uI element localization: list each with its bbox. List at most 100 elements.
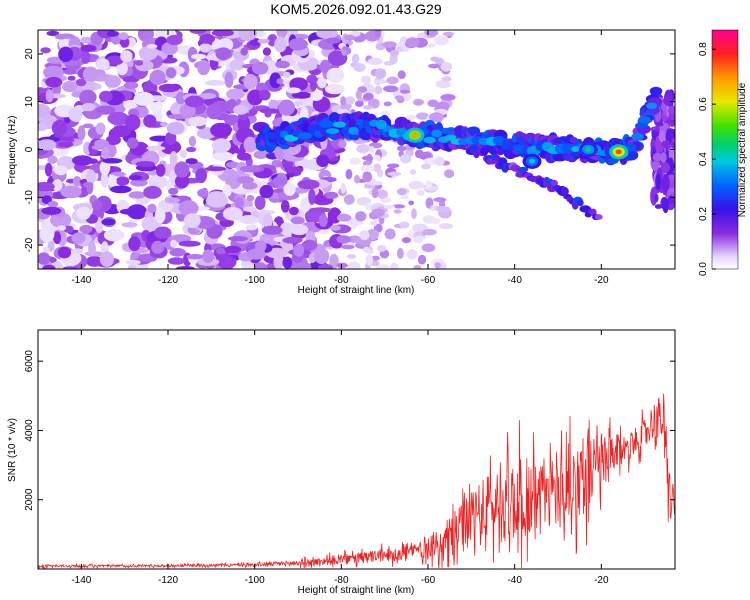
spectrogram-blob	[660, 152, 667, 163]
spectrogram-blob	[146, 145, 166, 151]
spectrogram-blob	[440, 94, 456, 101]
spectrogram-blob	[158, 83, 180, 93]
spectrogram-blob	[355, 90, 362, 100]
spectrogram-blob	[653, 152, 662, 162]
spectrogram-blob	[130, 179, 148, 187]
spectrogram-blob	[91, 145, 105, 150]
spectrogram-blob	[185, 146, 197, 153]
spectrogram-blob	[662, 174, 670, 192]
spectrogram-blob	[325, 191, 339, 199]
spectrogram-blob	[154, 226, 172, 239]
spectrogram-blob	[423, 157, 439, 165]
x-tick-label: -60	[421, 275, 436, 286]
spectrogram-blob	[189, 30, 207, 34]
spectrogram-blob	[594, 214, 603, 220]
spectrogram-blob	[286, 87, 301, 94]
spectrogram-blob	[167, 257, 186, 265]
spectrogram-blob	[413, 236, 423, 244]
spectrogram-blob	[383, 85, 399, 93]
spectrogram-blob	[359, 164, 375, 172]
spectrogram-blob	[577, 199, 584, 207]
spectrogram-blob	[294, 100, 303, 107]
spectrogram-blob	[373, 163, 382, 173]
spectrogram-blob	[513, 144, 527, 154]
spectrogram-blob	[254, 262, 268, 269]
spectrogram-blob	[186, 254, 204, 260]
spectrogram-blob	[240, 47, 248, 56]
spectrogram-blob	[119, 208, 142, 215]
spectrogram-blob	[406, 249, 418, 260]
spectrogram-blob	[96, 58, 110, 71]
spectrogram-blob	[224, 71, 234, 88]
spectrogram-blob	[80, 36, 93, 44]
spectrogram-blob	[195, 167, 207, 184]
spectrogram-blob	[51, 119, 67, 137]
spectrogram-blob	[336, 235, 352, 244]
x-tick-label: -40	[507, 575, 522, 586]
spectrogram-blob	[397, 70, 406, 80]
spectrogram-blob	[233, 104, 249, 115]
x-tick-label: -140	[71, 575, 91, 586]
spectrogram-blob	[336, 262, 348, 269]
spectrogram-blob	[138, 46, 158, 61]
spectrogram-blob	[82, 66, 99, 82]
spectrogram-blob	[668, 174, 675, 180]
spectrogram-blob	[127, 264, 137, 269]
spectrogram-blob	[363, 92, 374, 101]
spectrogram-blob	[297, 179, 320, 190]
x-tick-label: -20	[594, 575, 609, 586]
spectrogram-blob	[346, 254, 357, 259]
spectrogram-blob	[184, 95, 205, 108]
spectrogram-blob	[41, 206, 62, 215]
spectrogram-blob	[422, 229, 437, 236]
spectrogram-blob	[175, 266, 195, 269]
spectrogram-blob	[374, 85, 383, 95]
spectrogram-blob	[198, 93, 217, 100]
spectrogram-blob	[99, 251, 114, 267]
spectrogram-blob	[355, 211, 367, 222]
spectrogram-blob	[264, 110, 272, 118]
snr-frame	[37, 329, 676, 570]
spectrogram-blob	[227, 236, 249, 242]
spectrogram-blob	[225, 173, 242, 190]
spectrogram-blob	[380, 110, 390, 116]
spectrogram-blob	[390, 49, 399, 57]
spectrogram-blob	[133, 91, 155, 107]
spectrogram-blob	[199, 43, 212, 53]
spectrogram-blob	[215, 47, 232, 61]
spectrogram-blob	[222, 184, 232, 197]
spectrogram-blob	[178, 240, 201, 247]
spectrogram-blob	[441, 76, 452, 82]
spectrogram-blob	[431, 218, 441, 225]
spectrogram-blob	[290, 216, 305, 225]
spectrogram-blob	[105, 55, 124, 66]
spectrogram-blob	[125, 114, 141, 131]
spectrogram-blob	[660, 162, 671, 174]
spectrogram-blob	[160, 121, 168, 127]
spectrogram-blob	[280, 200, 290, 213]
spectrogram-blob	[387, 171, 402, 176]
spectrogram-blob	[434, 262, 441, 269]
spectrogram-blob	[245, 224, 258, 231]
spectrogram-blob	[318, 119, 333, 128]
spectrogram-blob	[88, 240, 96, 256]
spectrogram-blob	[44, 162, 53, 177]
spectrogram-blob	[654, 125, 660, 133]
spectrogram-blob	[161, 41, 178, 56]
spectrogram-blob	[444, 169, 455, 179]
spectrogram-blob	[262, 213, 273, 229]
spectrogram-blob	[204, 79, 226, 86]
spectrogram-blob	[386, 76, 399, 85]
spectrogram-blob	[383, 204, 396, 209]
spectrogram-blob	[283, 182, 296, 196]
spectrogram-blob	[397, 145, 407, 152]
spectrogram-blob	[423, 136, 436, 144]
spectrogram-blob	[345, 169, 353, 180]
spectrogram-blob	[309, 78, 317, 92]
y-tick-label: 2000	[24, 488, 35, 511]
x-tick-label: -120	[158, 575, 178, 586]
x-tick-label: -140	[71, 275, 91, 286]
spectrogram-blob	[405, 37, 420, 48]
spectrogram-blob	[191, 53, 207, 60]
